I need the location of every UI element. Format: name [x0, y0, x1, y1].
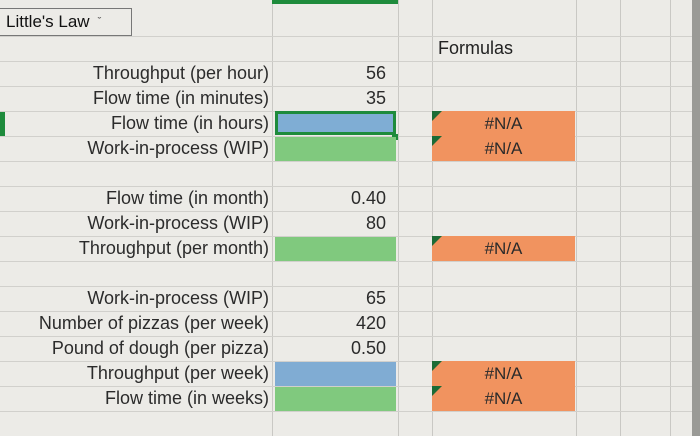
label-flow-time-minutes: Flow time (in minutes) — [92, 88, 269, 108]
input-wip-1[interactable] — [275, 137, 396, 161]
formula-cell-wip-1[interactable]: #N/A — [432, 136, 575, 161]
formula-result: #N/A — [484, 138, 523, 158]
formula-cell-throughput-per-week[interactable]: #N/A — [432, 361, 575, 386]
comment-indicator-icon — [432, 236, 442, 246]
label-throughput-per-week: Throughput (per week) — [86, 363, 269, 383]
formula-result: #N/A — [484, 238, 523, 258]
formula-cell-flow-time-weeks[interactable]: #N/A — [432, 386, 575, 411]
comment-indicator-icon — [432, 386, 442, 396]
formula-cell-flow-time-hours[interactable]: #N/A — [432, 111, 575, 136]
input-throughput-per-month[interactable] — [275, 237, 396, 261]
formula-result: #N/A — [484, 388, 523, 408]
formulas-header: Formulas — [438, 38, 514, 58]
sheet-title-cell[interactable]: Little's Law ˇ — [0, 8, 132, 36]
label-wip-3: Work-in-process (WIP) — [87, 288, 269, 308]
column-selection-indicator — [272, 0, 398, 4]
value-flow-time-month[interactable]: 0.40 — [350, 188, 386, 208]
value-flow-time-minutes[interactable]: 35 — [365, 88, 386, 108]
label-flow-time-month: Flow time (in month) — [105, 188, 269, 208]
formula-cell-throughput-per-month[interactable]: #N/A — [432, 236, 575, 261]
value-wip-3[interactable]: 65 — [365, 288, 386, 308]
value-wip-2[interactable]: 80 — [365, 213, 386, 233]
input-flow-time-weeks[interactable] — [275, 387, 396, 411]
row-selection-indicator — [0, 112, 5, 136]
value-throughput-per-hour[interactable]: 56 — [365, 63, 386, 83]
comment-indicator-icon — [432, 361, 442, 371]
label-pizzas-per-week: Number of pizzas (per week) — [38, 313, 269, 333]
comment-indicator-icon — [432, 136, 442, 146]
value-pizzas-per-week[interactable]: 420 — [355, 313, 386, 333]
value-dough-per-pizza[interactable]: 0.50 — [350, 338, 386, 358]
comment-indicator-icon — [432, 111, 442, 121]
label-dough-per-pizza: Pound of dough (per pizza) — [51, 338, 269, 358]
input-throughput-per-week[interactable] — [275, 362, 396, 386]
label-wip-1: Work-in-process (WIP) — [87, 138, 269, 158]
label-flow-time-weeks: Flow time (in weeks) — [104, 388, 269, 408]
sheet-title: Little's Law — [6, 12, 90, 31]
label-flow-time-hours: Flow time (in hours) — [110, 113, 269, 133]
label-throughput-per-month: Throughput (per month) — [78, 238, 269, 258]
formula-result: #N/A — [484, 363, 523, 383]
formula-result: #N/A — [484, 113, 523, 133]
dropdown-caret-icon[interactable]: ˇ — [97, 16, 102, 28]
label-throughput-per-hour: Throughput (per hour) — [92, 63, 269, 83]
label-wip-2: Work-in-process (WIP) — [87, 213, 269, 233]
input-flow-time-hours-selected[interactable] — [275, 111, 396, 135]
